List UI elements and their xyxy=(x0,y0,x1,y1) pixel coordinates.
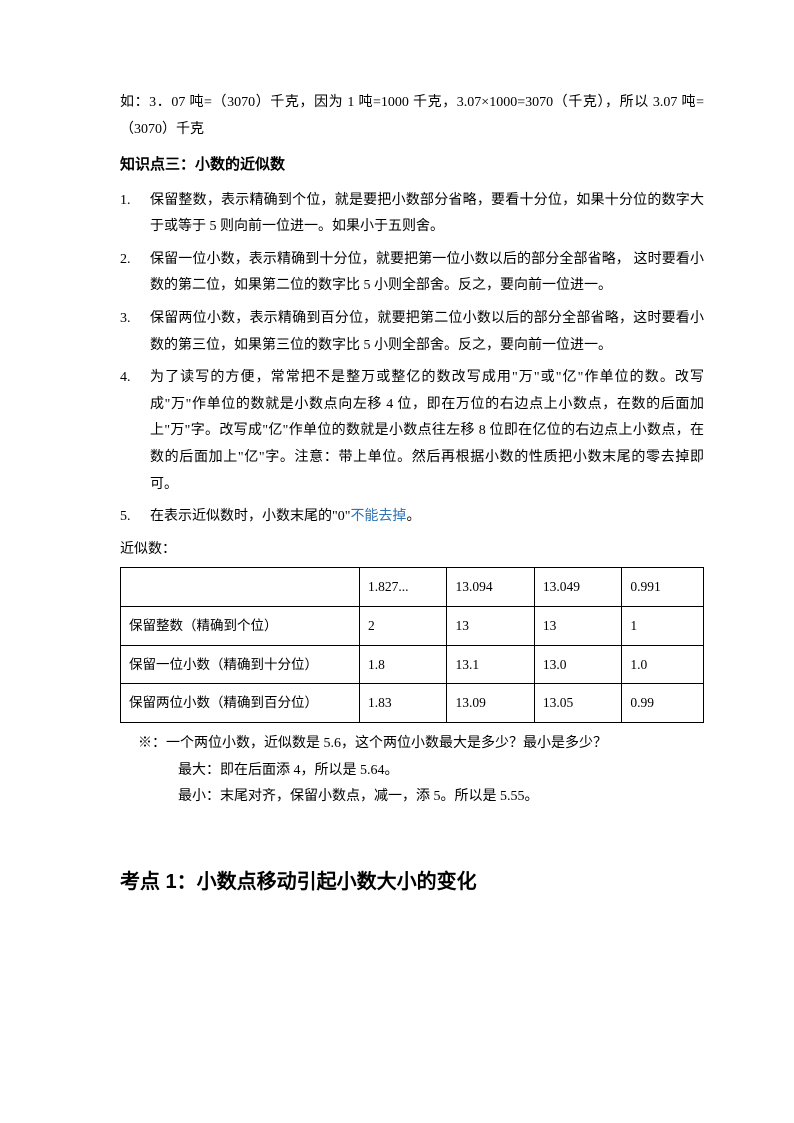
table-cell: 13.0 xyxy=(534,645,621,684)
list-item: 4. 为了读写的方便，常常把不是整万或整亿的数改写成用"万"或"亿"作单位的数。改… xyxy=(120,365,704,498)
table-header: 13.049 xyxy=(534,568,621,607)
table-cell: 1 xyxy=(622,607,704,646)
list-number: 3. xyxy=(120,306,131,333)
highlight-text: 不能去掉 xyxy=(350,509,406,524)
note-answer: 最大：即在后面添 4，所以是 5.64。 xyxy=(178,758,704,785)
table-cell: 13.1 xyxy=(447,645,534,684)
table-cell: 13.09 xyxy=(447,684,534,723)
table-cell: 0.99 xyxy=(622,684,704,723)
list-text: 。 xyxy=(406,509,420,524)
table-header: 0.991 xyxy=(622,568,704,607)
exam-point-heading: 考点 1：小数点移动引起小数大小的变化 xyxy=(120,863,704,901)
table-cell: 1.83 xyxy=(360,684,447,723)
table-cell: 保留一位小数（精确到十分位） xyxy=(121,645,360,684)
table-cell: 1.0 xyxy=(622,645,704,684)
example-paragraph: 如：3．07 吨=（3070）千克，因为 1 吨=1000 千克，3.07×10… xyxy=(120,90,704,143)
table-row: 保留一位小数（精确到十分位） 1.8 13.1 13.0 1.0 xyxy=(121,645,704,684)
table-header: 13.094 xyxy=(447,568,534,607)
table-row: 保留两位小数（精确到百分位） 1.83 13.09 13.05 0.99 xyxy=(121,684,704,723)
table-header: 1.827... xyxy=(360,568,447,607)
table-cell: 1.8 xyxy=(360,645,447,684)
numbered-list: 1. 保留整数，表示精确到个位，就是要把小数部分省略，要看十分位，如果十分位的数字… xyxy=(120,188,704,531)
list-text: 保留一位小数，表示精确到十分位，就要把第一位小数以后的部分全部省略， 这时要看小… xyxy=(150,252,704,294)
approx-table: 1.827... 13.094 13.049 0.991 保留整数（精确到个位）… xyxy=(120,567,704,723)
note-answer: 最小：末尾对齐，保留小数点，减一，添 5。所以是 5.55。 xyxy=(178,784,704,811)
list-item: 5. 在表示近似数时，小数末尾的"0"不能去掉。 xyxy=(120,504,704,531)
table-cell: 13 xyxy=(534,607,621,646)
table-row: 保留整数（精确到个位） 2 13 13 1 xyxy=(121,607,704,646)
list-item: 2. 保留一位小数，表示精确到十分位，就要把第一位小数以后的部分全部省略， 这时要… xyxy=(120,247,704,300)
table-label: 近似数： xyxy=(120,537,704,564)
table-header xyxy=(121,568,360,607)
list-number: 4. xyxy=(120,365,131,392)
list-text: 在表示近似数时，小数末尾的"0" xyxy=(150,509,350,524)
list-text: 保留两位小数，表示精确到百分位，就要把第二位小数以后的部分全部省略，这时要看小数… xyxy=(150,311,704,353)
table-cell: 13.05 xyxy=(534,684,621,723)
list-number: 1. xyxy=(120,188,131,215)
note-question: ※：一个两位小数，近似数是 5.6，这个两位小数最大是多少？最小是多少？ xyxy=(138,731,704,758)
table-cell: 2 xyxy=(360,607,447,646)
section-heading-3: 知识点三：小数的近似数 xyxy=(120,151,704,180)
list-number: 5. xyxy=(120,504,131,531)
list-item: 1. 保留整数，表示精确到个位，就是要把小数部分省略，要看十分位，如果十分位的数字… xyxy=(120,188,704,241)
list-text: 为了读写的方便，常常把不是整万或整亿的数改写成用"万"或"亿"作单位的数。改写成… xyxy=(150,370,704,491)
list-text: 保留整数，表示精确到个位，就是要把小数部分省略，要看十分位，如果十分位的数字大于… xyxy=(150,193,704,235)
list-item: 3. 保留两位小数，表示精确到百分位，就要把第二位小数以后的部分全部省略，这时要看… xyxy=(120,306,704,359)
table-header-row: 1.827... 13.094 13.049 0.991 xyxy=(121,568,704,607)
list-number: 2. xyxy=(120,247,131,274)
table-cell: 保留整数（精确到个位） xyxy=(121,607,360,646)
table-cell: 保留两位小数（精确到百分位） xyxy=(121,684,360,723)
table-cell: 13 xyxy=(447,607,534,646)
